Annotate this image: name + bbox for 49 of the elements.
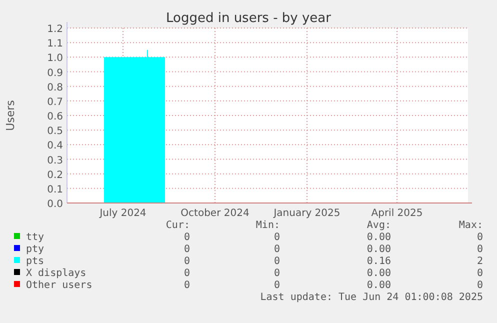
text: Avg: [366,220,391,231]
y-tick-label: 0.6 [47,112,63,122]
text: 0 [476,280,483,291]
text: 0 [274,268,280,279]
x-tick-label: July 2024 [98,208,146,219]
text: 0.00 [366,268,391,279]
legend-label: pty [26,244,44,255]
y-tick-label: 0.5 [47,126,63,138]
text: 0 [476,244,483,255]
x-tick-label: October 2024 [180,208,250,219]
text: 2 [476,256,483,267]
y-tick-label: 0.7 [47,96,63,108]
legend-label: pts [26,256,44,267]
text: Min: [256,220,280,231]
text: 0 [184,268,190,279]
y-axis-title: Users [4,100,17,131]
text: 0 [184,232,190,243]
text: 0 [184,244,190,255]
text: 0 [476,268,483,279]
text: 0 [274,244,280,255]
y-tick-label: 1.0 [47,53,63,64]
x-tick-label: January 2025 [272,208,340,219]
y-tick-label: 1.2 [47,24,63,35]
text: 0 [476,232,483,243]
y-tick-label: 0.3 [47,155,63,166]
legend-label: X displays [26,268,86,279]
text: Last update: Tue Jun 24 01:00:08 2025 [260,292,483,303]
y-tick-label: 0.0 [47,199,63,210]
y-tick-label: 0.4 [47,140,63,152]
text: 0 [274,232,280,243]
legend-label: tty [26,232,44,243]
text: Cur: [166,220,190,231]
x-tick-label: April 2025 [371,208,423,219]
text: 0 [184,256,190,267]
text: Max: [458,220,483,231]
legend-label: Other users [26,280,92,291]
text: 0.00 [366,232,391,243]
y-tick-label: 0.2 [47,170,63,181]
text: 0 [274,280,280,291]
text: 0.00 [366,244,391,255]
text: 0 [274,256,280,267]
y-tick-label: 0.9 [47,68,63,79]
y-tick-label: 1.1 [47,38,63,50]
y-tick-label: 0.8 [47,82,63,94]
text: 0.16 [366,256,391,267]
chart-title: Logged in users - by year [166,11,332,26]
text: 0 [184,280,190,291]
y-tick-label: 0.1 [47,184,63,196]
text: 0.00 [366,280,391,291]
